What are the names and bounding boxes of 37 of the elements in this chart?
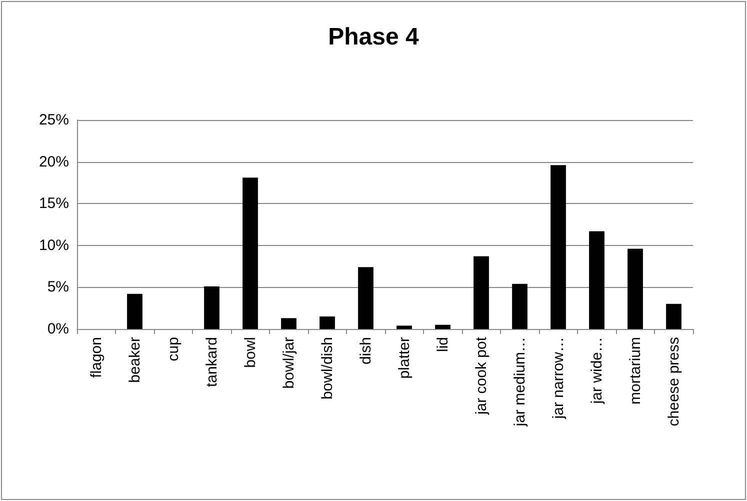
bar [512,284,528,329]
x-tick-label: jar narrow… [550,337,567,420]
bar [550,165,566,329]
bar [628,248,643,329]
y-tick-label: 5% [47,278,69,296]
bar [204,286,220,329]
bar [666,304,682,329]
bar [396,326,412,329]
bar [474,256,489,329]
y-tick-label: 0% [47,320,69,338]
y-tick-label: 20% [38,153,69,170]
x-tick-label: mortarium [626,337,644,405]
bar [358,267,374,329]
x-tick-label: cheese press [665,337,682,426]
bar [320,316,335,329]
x-tick-label: bowl/dish [318,337,336,400]
bar [242,178,258,329]
y-tick-label: 10% [38,236,69,254]
bar [281,318,296,329]
x-tick-label: dish [357,337,374,365]
x-tick-label: bowl [242,337,259,368]
y-tick-label: 25% [38,112,69,128]
x-tick-label: jar wide… [588,337,606,405]
bar [435,324,450,329]
x-tick-label: tankard [203,337,220,388]
chart-title: Phase 4 [328,24,420,50]
x-tick-label: flagon [88,337,105,378]
x-tick-label: jar medium… [511,337,528,428]
x-tick-label: lid [434,337,452,352]
x-tick-label: jar cook pot [472,336,490,416]
x-tick-label: cup [164,337,182,362]
x-tick-label: beaker [126,337,144,383]
y-tick-label: 15% [38,195,69,212]
x-tick-label: bowl/jar [280,336,298,389]
bar [127,294,142,329]
bar [589,231,604,329]
x-tick-label: platter [396,337,413,379]
